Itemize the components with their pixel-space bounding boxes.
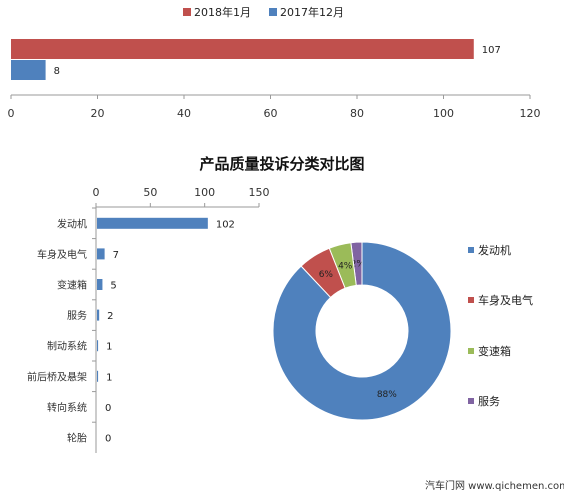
- slice-percent-label: 6%: [319, 270, 334, 280]
- x-tick-label: 80: [350, 107, 364, 120]
- x-tick-label: 150: [249, 186, 270, 199]
- bar: [97, 340, 99, 352]
- x-tick-label: 60: [264, 107, 278, 120]
- pie-legend-label: 发动机: [478, 243, 511, 257]
- legend-swatch-1: [183, 8, 191, 16]
- x-tick-label: 20: [91, 107, 105, 120]
- pie-legend-label: 变速箱: [478, 344, 511, 358]
- data-label: 2: [107, 311, 113, 322]
- category-label: 制动系统: [47, 340, 87, 353]
- bar-2017-12: [11, 60, 46, 80]
- bar: [97, 248, 105, 260]
- category-label: 发动机: [57, 217, 87, 230]
- data-label: 5: [110, 281, 116, 292]
- category-label: 转向系统: [47, 401, 87, 414]
- chart-title: 产品质量投诉分类对比图: [199, 155, 364, 173]
- pie-legend-swatch: [468, 297, 474, 303]
- category-label: 车身及电气: [37, 248, 87, 261]
- bar: [97, 279, 103, 290]
- slice-percent-label: 88%: [377, 390, 397, 400]
- x-tick-label: 100: [194, 186, 215, 199]
- donut-slice: [272, 241, 452, 421]
- slice-percent-label: 4%: [338, 262, 353, 272]
- x-tick-label: 50: [143, 186, 157, 199]
- pie-legend-label: 车身及电气: [478, 293, 533, 307]
- pie-legend-swatch: [468, 247, 474, 253]
- slice-percent-label: 2%: [351, 260, 366, 270]
- data-label-2018-01: 107: [482, 45, 501, 56]
- legend-swatch-2: [269, 8, 277, 16]
- category-label: 轮胎: [67, 432, 87, 445]
- data-label: 7: [113, 250, 119, 261]
- data-label: 0: [105, 403, 111, 414]
- x-tick-label: 0: [8, 107, 15, 120]
- pie-legend-swatch: [468, 348, 474, 354]
- data-label: 1: [106, 342, 112, 353]
- data-label: 0: [105, 434, 111, 445]
- x-tick-label: 0: [93, 186, 100, 199]
- bar: [97, 309, 100, 321]
- bar-2018-01: [11, 39, 474, 59]
- legend-label-1: 2018年1月: [194, 5, 251, 19]
- x-tick-label: 40: [177, 107, 191, 120]
- category-label: 前后桥及悬架: [27, 370, 87, 383]
- legend-label-2: 2017年12月: [280, 5, 344, 19]
- bar: [97, 217, 208, 229]
- pie-legend-label: 服务: [478, 395, 500, 408]
- pie-legend-swatch: [468, 398, 474, 404]
- data-label: 1: [106, 372, 112, 383]
- category-label: 变速箱: [57, 279, 87, 292]
- x-tick-label: 100: [433, 107, 454, 120]
- x-tick-label: 120: [520, 107, 541, 120]
- data-label: 102: [216, 219, 235, 230]
- category-label: 服务: [67, 309, 87, 322]
- data-label-2017-12: 8: [54, 66, 60, 77]
- bar: [97, 370, 99, 382]
- watermark: 汽车门网 www.qichemen.com: [425, 479, 564, 492]
